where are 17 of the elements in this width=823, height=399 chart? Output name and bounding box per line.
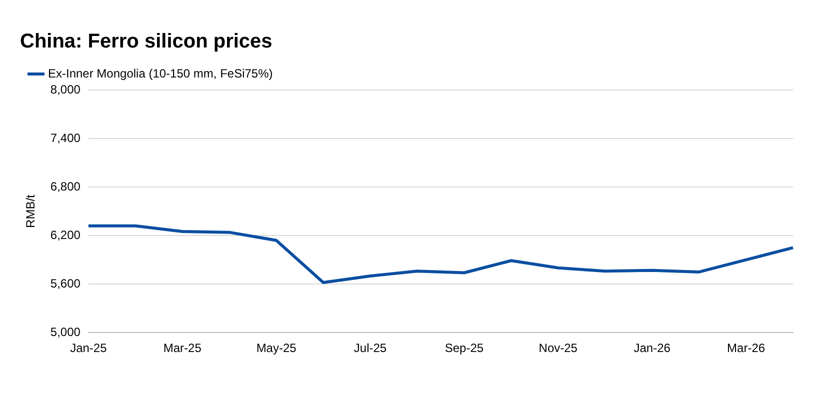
x-tick-label: Mar-26: [727, 341, 766, 356]
x-tick-label: May-25: [256, 341, 297, 356]
y-tick-label: 7,400: [50, 130, 81, 145]
x-tick-label: Nov-25: [538, 341, 578, 356]
x-tick-label: Jan-25: [70, 341, 108, 356]
x-tick-label: Jul-25: [354, 341, 387, 356]
chart-title: China: Ferro silicon prices: [20, 30, 272, 53]
y-tick-label: 8,000: [50, 82, 81, 96]
x-tick-label: Mar-25: [163, 341, 202, 356]
x-tick-label: Sep-25: [444, 341, 484, 356]
y-tick-label: 6,800: [50, 179, 81, 194]
x-tick-label: Jan-26: [634, 341, 671, 356]
y-axis-title: RMB/t: [24, 194, 38, 228]
y-tick-label: 5,000: [50, 324, 81, 339]
y-tick-label: 5,600: [50, 276, 81, 290]
legend-label: Ex-Inner Mongolia (10-150 mm, FeSi75%): [48, 66, 273, 80]
y-tick-label: 6,200: [50, 228, 81, 242]
